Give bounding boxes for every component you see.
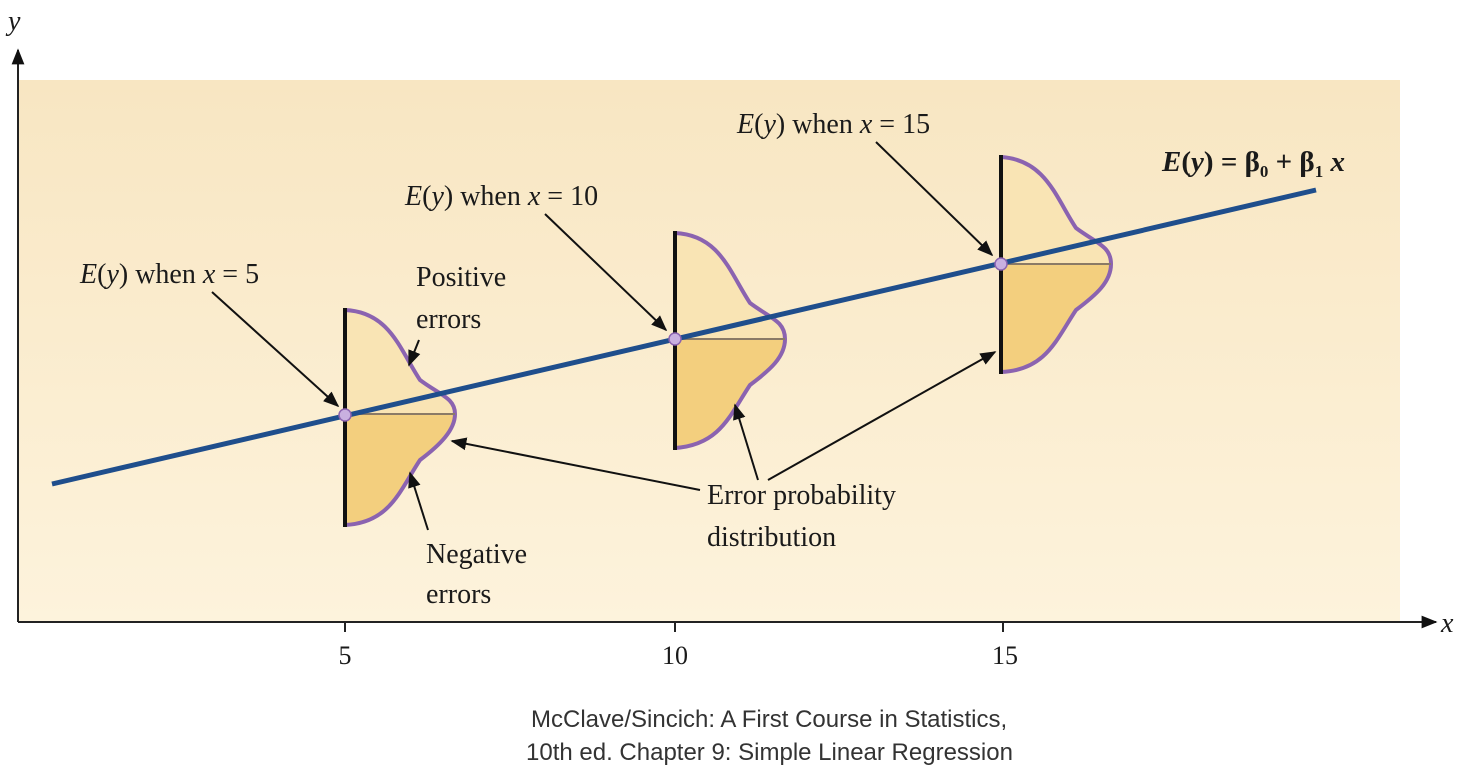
arrow-error-dist-x10: [733, 403, 759, 481]
arrow-positive-errors: [408, 339, 421, 367]
arrow-ey-x15: [875, 141, 994, 257]
label-negative-errors: Negative errors: [426, 539, 534, 610]
x-tick-label-15: 15: [992, 641, 1018, 670]
x-tick-label-5: 5: [339, 641, 352, 670]
error-distribution-x5: [343, 308, 458, 527]
label-ey-x15: E(y) when x = 15: [736, 109, 930, 140]
x-tick-label-10: 10: [662, 641, 688, 670]
mean-point-x15: [994, 257, 1008, 271]
caption: McClave/Sincich: A First Course in Stati…: [526, 706, 1014, 766]
distribution-upper-fill: [1001, 157, 1111, 264]
label-ey-x5: E(y) when x = 5: [79, 259, 259, 290]
label-ey-x10: E(y) when x = 10: [404, 181, 598, 212]
regression-equation: E(y) = β0 + β1 x: [1161, 146, 1345, 181]
distribution-lower-fill: [675, 339, 785, 448]
label-error-distribution: Error probability distribution: [707, 480, 903, 553]
x-axis-label: x: [1440, 608, 1454, 639]
distribution-upper-fill: [675, 233, 785, 339]
mean-point-x10: [668, 332, 682, 346]
regression-line: [51, 187, 1317, 487]
distribution-upper-fill: [345, 310, 455, 414]
mean-point-x5: [338, 408, 352, 422]
distribution-lower-fill: [345, 414, 455, 525]
arrow-negative-errors: [408, 471, 429, 531]
label-positive-errors: Positive errors: [416, 262, 513, 335]
arrow-error-dist-x15: [767, 351, 997, 481]
distribution-lower-fill: [1001, 264, 1111, 372]
arrow-ey-x5: [211, 291, 340, 408]
arrow-error-dist-x5: [450, 437, 701, 491]
y-axis-label: y: [5, 6, 21, 37]
arrow-ey-x10: [544, 213, 668, 332]
error-distribution-x10: [673, 231, 788, 450]
